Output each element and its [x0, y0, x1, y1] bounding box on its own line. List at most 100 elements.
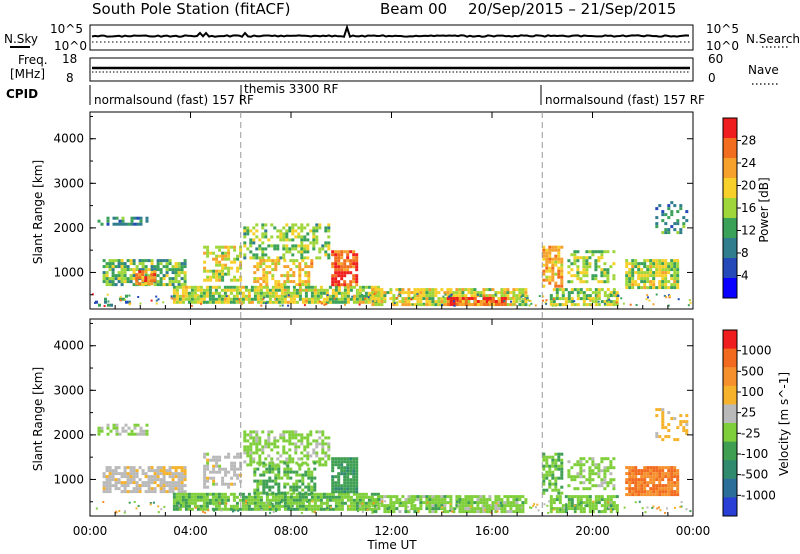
heatmap-cell [549, 510, 553, 514]
heatmap-cell [180, 268, 184, 272]
heatmap-noise [520, 506, 523, 509]
heatmap-cell [286, 470, 290, 474]
heatmap-cell [298, 501, 302, 505]
heatmap-cell [491, 300, 495, 303]
heatmap-cell [298, 271, 302, 275]
heatmap-cell [440, 507, 444, 511]
heatmap-cell [355, 475, 359, 479]
heatmap-cell [270, 457, 274, 461]
heatmap-cell [673, 286, 677, 290]
heatmap-cell [211, 495, 215, 499]
heatmap-cell [413, 510, 417, 514]
heatmap-cell [570, 262, 574, 266]
heatmap-cell [102, 475, 106, 479]
heatmap-cell [425, 504, 429, 508]
heatmap-cell [331, 297, 335, 301]
heatmap-cell [265, 470, 269, 474]
heatmap-noise [157, 505, 160, 508]
heatmap-cell [318, 247, 322, 251]
heatmap-cell [634, 475, 638, 479]
heatmap-cell [652, 475, 656, 479]
heatmap-cell [449, 288, 453, 292]
heatmap-cell [114, 283, 118, 287]
heatmap-cell [667, 475, 671, 479]
x-tick-label: 04:00 [173, 524, 208, 538]
heatmap-cell [221, 467, 225, 471]
heatmap-noise [689, 301, 692, 304]
heatmap-cell [625, 481, 629, 485]
heatmap-cell [129, 268, 133, 272]
heatmap-noise [202, 510, 204, 513]
heatmap-cell [252, 460, 256, 464]
heatmap-cell [380, 504, 384, 508]
heatmap-cell [233, 275, 237, 279]
heatmap-cell [392, 504, 396, 508]
heatmap-cell [211, 501, 215, 505]
heatmap-cell [312, 232, 316, 236]
heatmap-cell [679, 207, 683, 211]
heatmap-cell [479, 291, 483, 295]
heatmap-cell [126, 475, 130, 479]
heatmap-cell [313, 485, 317, 489]
heatmap-cell [117, 280, 121, 284]
heatmap-cell [230, 467, 234, 471]
heatmap-cell [227, 251, 231, 255]
heatmap-cell [286, 495, 290, 499]
heatmap-cell [512, 303, 516, 307]
heatmap-cell [560, 257, 564, 261]
heatmap-cell [250, 498, 254, 502]
heatmap-cell [208, 492, 212, 496]
heatmap-cell [679, 423, 683, 427]
heatmap-cell [264, 223, 268, 227]
heatmap-cell [473, 510, 477, 514]
heatmap-cell [331, 478, 335, 482]
heatmap-cell [346, 283, 350, 287]
heatmap-cell [467, 498, 471, 502]
heatmap-cell [570, 288, 574, 292]
heatmap-cell [658, 204, 662, 208]
heatmap-cell [224, 473, 228, 477]
heatmap-cell [500, 510, 504, 514]
heatmap-cell [612, 484, 616, 488]
heatmap-cell [676, 210, 680, 214]
heatmap-cell [252, 457, 256, 461]
heatmap-cell [389, 495, 393, 499]
heatmap-cell [324, 250, 328, 254]
heatmap-cell [300, 238, 304, 242]
heatmap-cell [264, 235, 268, 239]
heatmap-cell [564, 300, 568, 304]
heatmap-cell [337, 484, 341, 488]
heatmap-cell [193, 291, 197, 295]
heatmap-cell [410, 495, 414, 499]
heatmap-cell [203, 470, 207, 474]
heatmap-cell [603, 457, 607, 461]
heatmap-cell [114, 472, 118, 476]
heatmap-cell [334, 507, 338, 511]
heatmap-cell [223, 294, 227, 298]
heatmap-cell [214, 498, 218, 502]
heatmap-cell [355, 484, 359, 488]
heatmap-cell [247, 507, 251, 511]
heatmap-cell [264, 439, 268, 443]
heatmap-noise [668, 296, 671, 299]
heatmap-cell [190, 507, 194, 511]
heatmap-cell [249, 457, 253, 461]
colorbar-tick-label: 8 [741, 246, 749, 260]
heatmap-cell [315, 241, 319, 245]
heatmap-cell [358, 297, 362, 301]
colorbar-swatch [723, 348, 737, 368]
heatmap-cell [331, 487, 335, 491]
heatmap-cell [117, 481, 121, 485]
heatmap-cell [479, 510, 483, 514]
heatmap-cell [473, 294, 477, 298]
heatmap-cell [162, 277, 166, 281]
heatmap-cell [376, 492, 380, 496]
heatmap-cell [597, 466, 601, 470]
heatmap-cell [273, 244, 277, 248]
heatmap-cell [218, 263, 222, 267]
heatmap-cell [661, 487, 665, 491]
heatmap-cell [243, 430, 247, 434]
heatmap-cell [567, 294, 571, 298]
heatmap-cell [355, 501, 359, 505]
heatmap-cell [667, 286, 671, 290]
